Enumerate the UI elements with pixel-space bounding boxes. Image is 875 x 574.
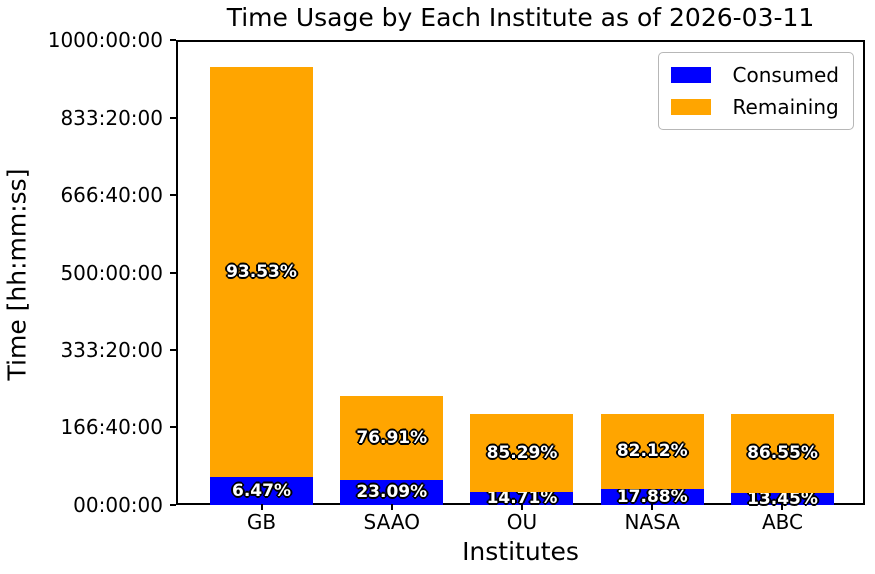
consumed-swatch-icon [670,67,711,83]
x-tick-mark [390,504,393,510]
legend-label-consumed: Consumed [732,63,839,87]
y-tick-label: 166:40:00 [60,415,163,440]
bar-label-remaining-GB: 93.53% [226,261,297,282]
y-tick-mark [170,116,176,119]
bar-label-remaining-OU: 85.29% [486,442,558,463]
bar-label-remaining-SAAO: 76.91% [356,427,428,448]
legend-row-remaining: Remaining [670,95,839,119]
chart-title: Time Usage by Each Institute as of 2026-… [226,3,815,32]
y-tick-label: 1000:00:00 [47,28,163,52]
bar-OU: 14.71% 85.29% [470,40,574,508]
x-tick-mark [260,504,263,510]
bar-label-consumed-SAAO: 23.09% [356,482,428,503]
bar-label-consumed-GB: 6.47% [232,480,291,501]
bar-segment-remaining-ABC [730,413,834,493]
bar-NASA: 17.88% 82.12% [600,40,704,507]
y-tick-label: 500:00:00 [60,260,163,285]
bar-segment-consumed-ABC [730,492,834,505]
x-tick-label-SAAO: SAAO [363,510,420,534]
plot-area: 6.47% 93.53% 23.09% 76.91% 14.71% 85.29% 17.88… [176,40,865,509]
y-tick-label: 666:40:00 [60,182,163,207]
bar-segment-consumed-SAAO [340,479,444,505]
bar-segment-remaining-NASA [600,413,704,489]
y-axis-label: Time [hh:mm:ss] [2,168,32,381]
y-tick-mark [170,39,176,41]
bar-label-consumed-OU: 14.71% [486,488,558,509]
x-tick-mark [651,504,654,510]
y-tick-label: 00:00:00 [73,493,163,517]
y-tick-mark [170,426,176,429]
bar-segment-consumed-OU [470,491,574,505]
y-tick-mark [170,504,176,506]
bar-GB: 6.47% 93.53% [210,40,313,505]
bars-layer: 6.47% 93.53% 23.09% 76.91% 14.71% 85.29% 17.88… [176,40,865,509]
x-tick-label-NASA: NASA [624,510,680,534]
bar-label-consumed-ABC: 13.45% [747,488,818,509]
x-tick-mark [781,504,784,510]
bar-segment-remaining-GB [210,66,313,477]
bar-segment-consumed-NASA [600,488,704,505]
x-tick-label-GB: GB [246,510,277,534]
bar-label-remaining-NASA: 82.12% [616,441,688,462]
bar-segment-consumed-GB [210,476,313,505]
y-tick-mark [170,271,176,274]
x-axis-label: Institutes [462,537,579,566]
bar-ABC: 13.45% 86.55% [730,40,834,509]
y-tick-label: 833:20:00 [60,105,163,130]
bar-SAAO: 23.09% 76.91% [340,40,444,505]
x-tick-label-OU: OU [506,510,538,534]
x-tick-label-ABC: ABC [761,510,803,534]
legend-label-remaining: Remaining [732,95,839,119]
legend: Consumed Remaining [657,52,854,130]
x-tick-mark [521,504,523,510]
legend-row-consumed: Consumed [670,63,839,87]
bar-segment-remaining-SAAO [340,395,444,480]
remaining-swatch-icon [670,99,711,115]
y-tick-mark [170,193,176,196]
bar-segment-remaining-OU [470,413,574,492]
y-tick-mark [170,349,176,351]
bar-label-consumed-NASA: 17.88% [616,486,688,507]
bar-label-remaining-ABC: 86.55% [747,443,818,464]
y-tick-label: 333:20:00 [60,338,163,362]
